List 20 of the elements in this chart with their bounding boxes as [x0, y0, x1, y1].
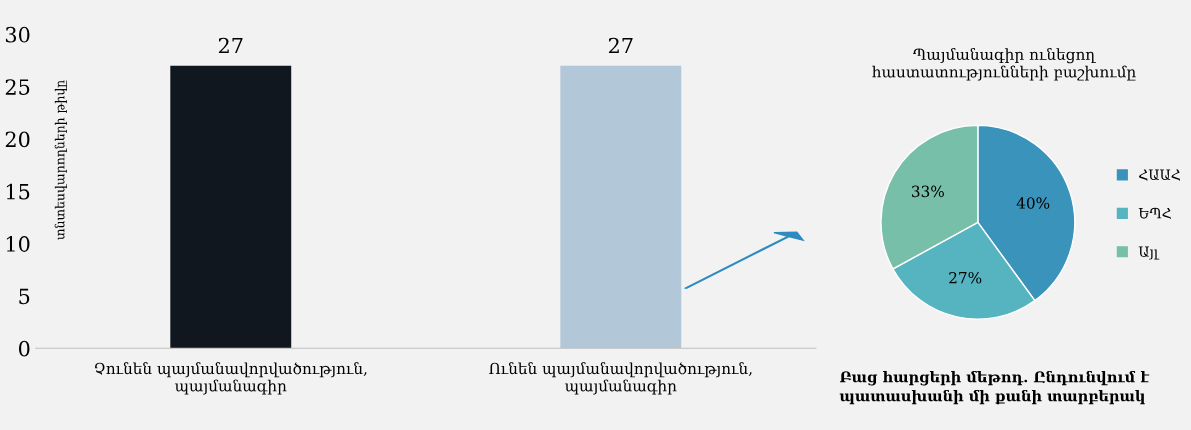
y-tick-label: 25 [5, 79, 30, 95]
y-tick-label: 0 [18, 340, 30, 357]
y-tick-label: 20 [5, 131, 30, 148]
legend-label: ՀԱԱՀ [1139, 169, 1180, 181]
x-tick-label: Ունեն պայմանավորվածություն, պայմանագիր [489, 362, 752, 395]
x-tick-label: Չունեն պայմանավորվածություն, պայմանագիր [95, 362, 367, 395]
data-label: 40% [1016, 197, 1050, 209]
y-tick-label: 10 [6, 236, 30, 252]
data-label: 27 [218, 37, 243, 54]
data-label: 27 [608, 37, 633, 54]
text: Բաց հարցերի մեթոդ. Ընդունվում է պատասխանի մի քանի տարբերակ [839, 370, 1150, 405]
data-label: 27% [949, 271, 982, 284]
chart-title: Պայմանագիր ունեցող հաստատությունների բաշխումը [872, 48, 1136, 81]
y-tick-label: 15 [6, 183, 30, 200]
legend-label: Այլ [1138, 246, 1160, 260]
y-axis-title: տնտեսվարողների թիվը [54, 80, 67, 240]
y-tick-label: 5 [19, 288, 30, 305]
y-tick-label: 30 [5, 26, 30, 43]
legend-label: ԵՊՀ [1138, 207, 1171, 220]
data-label: 33% [912, 185, 944, 198]
